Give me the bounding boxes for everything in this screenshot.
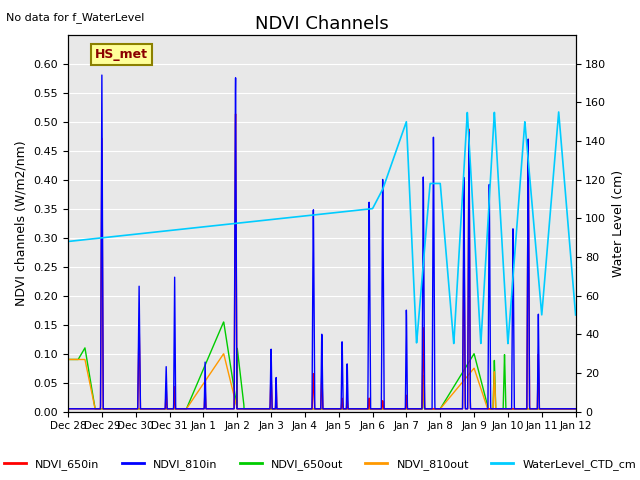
- Y-axis label: Water Level (cm): Water Level (cm): [612, 169, 625, 276]
- Text: No data for f_WaterLevel: No data for f_WaterLevel: [6, 12, 145, 23]
- Title: NDVI Channels: NDVI Channels: [255, 15, 388, 33]
- Text: HS_met: HS_met: [95, 48, 148, 61]
- Legend: NDVI_650in, NDVI_810in, NDVI_650out, NDVI_810out, WaterLevel_CTD_cm: NDVI_650in, NDVI_810in, NDVI_650out, NDV…: [0, 455, 640, 474]
- Y-axis label: NDVI channels (W/m2/nm): NDVI channels (W/m2/nm): [15, 140, 28, 306]
